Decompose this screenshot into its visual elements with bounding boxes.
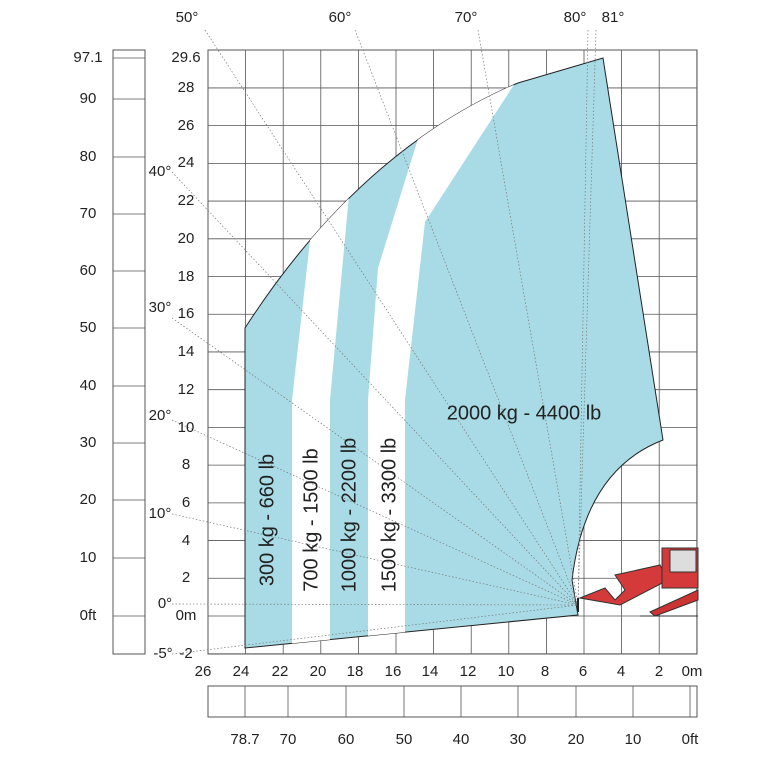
feet-x-label: 70 <box>280 731 297 748</box>
x-tick-label: 20 <box>310 663 327 680</box>
y-tick-label: 18 <box>178 268 195 285</box>
y-tick-label: 26 <box>178 117 195 134</box>
angle-ray <box>171 603 579 606</box>
x-tick-label: 14 <box>422 663 439 680</box>
angle-ray <box>477 29 579 606</box>
y-tick-label: 6 <box>182 494 190 511</box>
zone-label: 700 kg - 1500 lb <box>300 448 322 591</box>
x-tick-label: 26 <box>195 663 212 680</box>
angle-label: -5° <box>153 645 172 662</box>
feet-y-label: 50 <box>80 319 97 336</box>
x-tick-label: 2 <box>655 663 663 680</box>
y-tick-label: 29.6 <box>171 49 200 66</box>
y-tick-label: 2 <box>182 569 190 586</box>
feet-x-label: 10 <box>625 731 642 748</box>
feet-y-label: 10 <box>80 549 97 566</box>
y-tick-label: 22 <box>178 192 195 209</box>
feet-x-label: 30 <box>510 731 527 748</box>
y-tick-label: 12 <box>178 381 195 398</box>
y-tick-label: 14 <box>178 343 195 360</box>
feet-x-label: 60 <box>338 731 355 748</box>
feet-x-label: 40 <box>453 731 470 748</box>
angle-label: 70° <box>455 9 478 26</box>
angle-ray <box>577 29 597 606</box>
angle-rays <box>171 29 597 655</box>
y-tick-label: 0m <box>176 607 197 624</box>
feet-y-label: 40 <box>80 377 97 394</box>
feet-y-label: 97.1 <box>73 49 102 66</box>
angle-ray <box>204 29 579 606</box>
grid-border <box>207 49 698 655</box>
machine <box>577 547 699 617</box>
angle-label: 30° <box>149 299 172 316</box>
angle-ray <box>171 419 579 606</box>
x-tick-label: 8 <box>541 663 549 680</box>
y-tick-label: 10 <box>178 419 195 436</box>
angle-label: 50° <box>176 9 199 26</box>
feet-x-label: 50 <box>396 731 413 748</box>
angle-label: 40° <box>149 163 172 180</box>
angle-ray <box>171 171 579 606</box>
x-tick-label: 24 <box>233 663 250 680</box>
y-tick-label: 20 <box>178 230 195 247</box>
y-tick-label: 16 <box>178 305 195 322</box>
angle-label: 0° <box>158 595 172 612</box>
feet-ticks <box>113 57 691 717</box>
x-tick-label: 4 <box>617 663 625 680</box>
x-tick-label: 16 <box>385 663 402 680</box>
y-tick-label: 28 <box>178 79 195 96</box>
feet-x-label: 0ft <box>682 731 700 748</box>
y-tick-label: 24 <box>178 154 195 171</box>
zone-label: 1500 kg - 3300 lb <box>378 438 400 593</box>
angle-label: 20° <box>149 407 172 424</box>
angle-ray <box>171 513 579 606</box>
y-tick-label: 4 <box>182 532 190 549</box>
feet-y-label: 60 <box>80 262 97 279</box>
feet-scale-bottom <box>207 685 698 718</box>
feet-y-label: 30 <box>80 434 97 451</box>
x-tick-label: 18 <box>347 663 364 680</box>
angle-ray <box>171 604 579 655</box>
x-tick-label: 12 <box>460 663 477 680</box>
zone-label: 1000 kg - 2200 lb <box>338 438 360 593</box>
zone-label: 300 kg - 660 lb <box>256 454 278 586</box>
zone-label: 2000 kg - 4400 lb <box>447 402 602 424</box>
angle-label: 10° <box>149 505 172 522</box>
angle-ray <box>354 29 579 606</box>
angle-label: 80° <box>564 9 587 26</box>
feet-y-label: 20 <box>80 491 97 508</box>
angle-ray <box>577 29 589 606</box>
feet-y-label: 70 <box>80 205 97 222</box>
y-tick-label: -2 <box>179 645 192 662</box>
feet-y-label: 90 <box>80 90 97 107</box>
feet-y-label: 80 <box>80 148 97 165</box>
feet-x-label: 20 <box>568 731 585 748</box>
angle-label: 81° <box>602 9 625 26</box>
y-tick-label: 8 <box>182 456 190 473</box>
x-tick-label: 10 <box>498 663 515 680</box>
feet-y-label: 0ft <box>80 607 98 624</box>
x-tick-label: 6 <box>579 663 587 680</box>
x-tick-label: 0m <box>682 663 703 680</box>
feet-scale-left <box>112 49 146 655</box>
x-tick-label: 22 <box>272 663 289 680</box>
angle-label: 60° <box>329 9 352 26</box>
angle-ray <box>171 317 579 606</box>
feet-x-label: 78.7 <box>230 731 259 748</box>
